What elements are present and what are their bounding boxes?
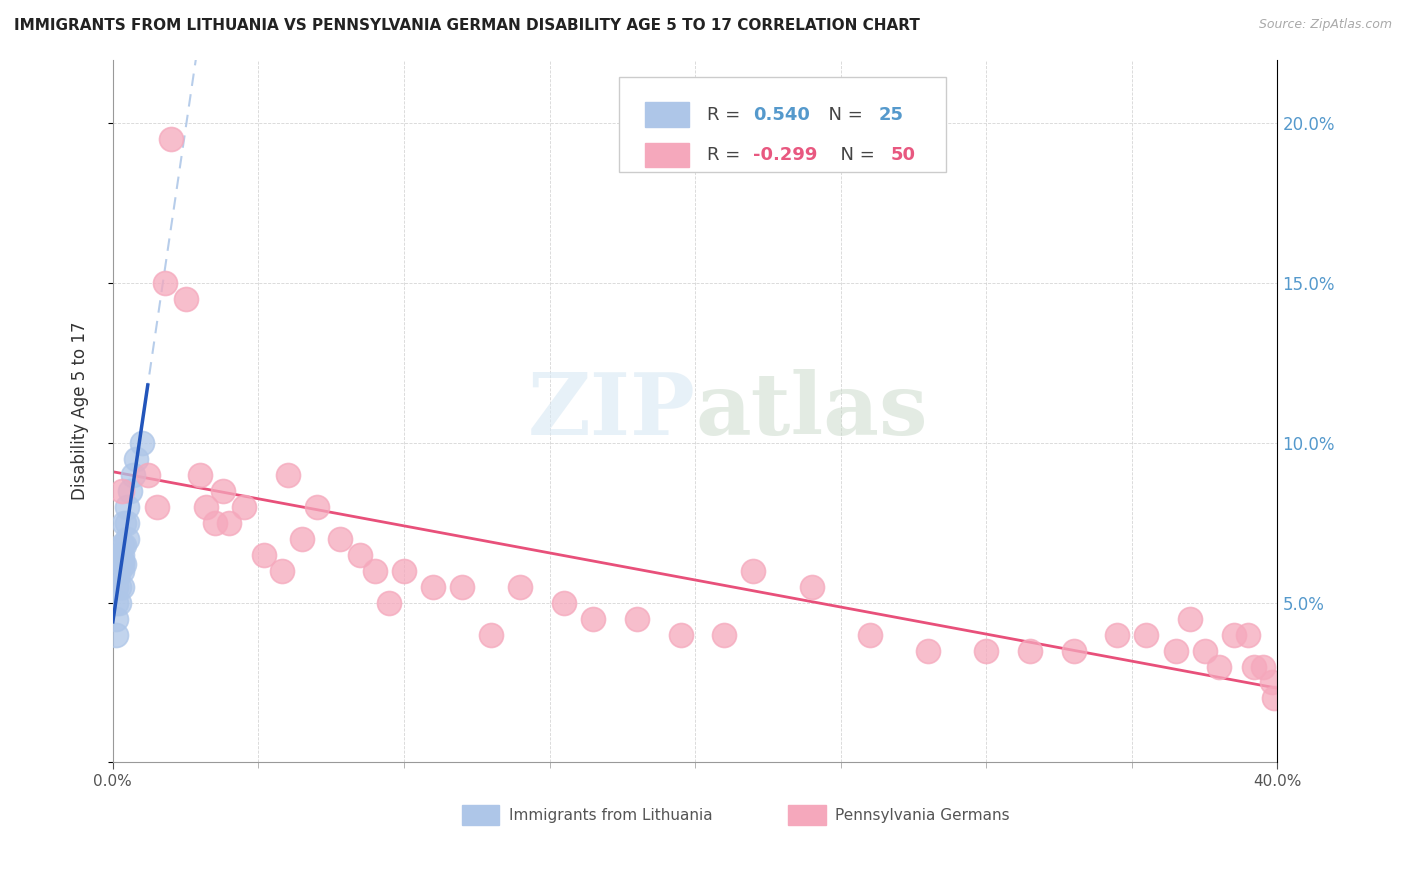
Point [131,436,153,450]
Point [114,538,136,552]
Point [120,483,142,498]
Text: R =: R = [707,105,752,123]
Bar [789,805,825,825]
FancyBboxPatch shape [620,78,945,172]
Point [1178,612,1201,626]
Point [1135,627,1157,641]
Point [1107,627,1129,641]
Point [800,580,823,594]
Point [188,467,211,482]
Point [349,548,371,562]
Point [364,564,387,578]
Text: Pennsylvania Germans: Pennsylvania Germans [835,807,1010,822]
Point [110,564,132,578]
Point [110,548,132,562]
Point [145,500,167,514]
Point [114,558,136,572]
Point [195,500,218,514]
Point [117,516,139,530]
Point [1260,675,1282,690]
Point [253,548,276,562]
Point [1243,659,1265,673]
Point [136,467,159,482]
Point [104,612,127,626]
Point [174,292,197,306]
Point [1164,643,1187,657]
Point [378,596,401,610]
Point [917,643,939,657]
Bar [463,805,499,825]
Point [553,596,575,610]
Point [110,580,132,594]
Point [1222,627,1244,641]
Point [1019,643,1042,657]
Point [509,580,531,594]
Point [291,532,314,546]
Point [329,532,352,546]
Point [107,596,129,610]
Point [1063,643,1085,657]
Point [110,483,132,498]
Point [104,580,127,594]
Text: ZIP: ZIP [527,369,695,453]
Text: Immigrants from Lithuania: Immigrants from Lithuania [509,807,713,822]
Point [277,467,299,482]
Text: 25: 25 [879,105,904,123]
Point [117,500,139,514]
Point [1263,691,1285,706]
Point [1251,659,1274,673]
Point [859,627,882,641]
Text: R =: R = [707,146,745,164]
Point [204,516,226,530]
Point [122,467,145,482]
Text: IMMIGRANTS FROM LITHUANIA VS PENNSYLVANIA GERMAN DISABILITY AGE 5 TO 17 CORRELAT: IMMIGRANTS FROM LITHUANIA VS PENNSYLVANI… [14,18,920,33]
Point [742,564,765,578]
Point [114,516,136,530]
Text: N =: N = [817,105,869,123]
Bar [645,143,689,167]
Point [422,580,444,594]
Bar [645,103,689,127]
Point [104,627,127,641]
Point [212,483,235,498]
Point [232,500,254,514]
Point [451,580,474,594]
Point [125,451,148,466]
Point [305,500,328,514]
Point [582,612,605,626]
Text: 0.540: 0.540 [754,105,810,123]
Point [1208,659,1230,673]
Text: atlas: atlas [695,369,928,453]
Point [218,516,240,530]
Text: Source: ZipAtlas.com: Source: ZipAtlas.com [1258,18,1392,31]
Point [155,276,177,290]
Y-axis label: Disability Age 5 to 17: Disability Age 5 to 17 [72,322,89,500]
Point [626,612,648,626]
Point [107,564,129,578]
Point [160,132,183,146]
Point [713,627,735,641]
Point [974,643,997,657]
Point [479,627,502,641]
Point [669,627,692,641]
Point [107,554,129,568]
Point [107,548,129,562]
Point [104,596,127,610]
Point [1194,643,1216,657]
Point [107,580,129,594]
Point [110,554,132,568]
Point [392,564,415,578]
Point [110,538,132,552]
Point [270,564,292,578]
Text: N =: N = [830,146,880,164]
Point [117,532,139,546]
Point [110,558,132,572]
Point [1237,627,1260,641]
Text: -0.299: -0.299 [754,146,818,164]
Text: 50: 50 [891,146,915,164]
